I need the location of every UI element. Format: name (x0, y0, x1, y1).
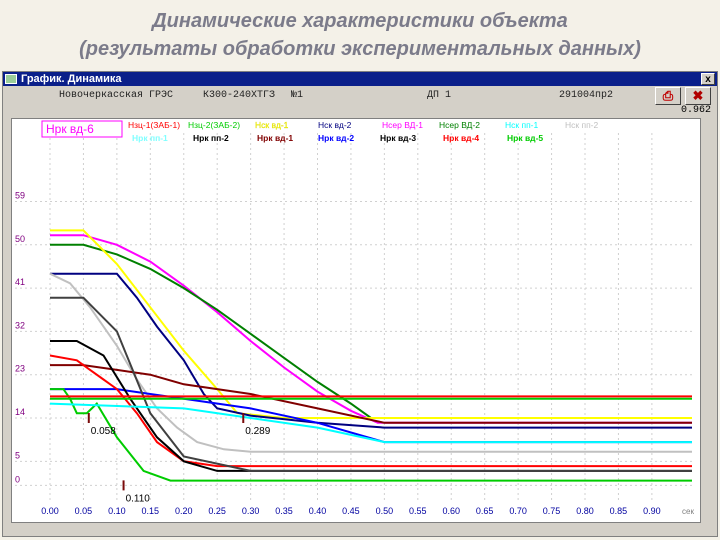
x-tick-label: 0.05 (75, 506, 93, 516)
scale-value: 0.962 (680, 105, 711, 116)
legend-entry: Нрк пп-2 (193, 133, 229, 143)
series-line (49, 402, 692, 444)
legend-entry: Нсер ВД-1 (382, 120, 423, 130)
x-tick-label: 0.20 (175, 506, 193, 516)
window-titlebar[interactable]: График. Динамика x (3, 72, 717, 86)
x-tick-label: 0.65 (476, 506, 494, 516)
x-tick-label: 0.00 (41, 506, 59, 516)
x-tick-label: 0.70 (509, 506, 527, 516)
y-tick-label: 0 (15, 474, 20, 484)
x-tick-label: 0.60 (442, 506, 460, 516)
y-tick-label: 23 (15, 364, 25, 374)
x-tick-label: 0.30 (242, 506, 260, 516)
annotation-label: 0.289 (245, 426, 270, 437)
y-tick-label: 50 (15, 234, 25, 244)
unit-number: №1 (291, 90, 304, 101)
slide-title: Динамические характеристики объекта (152, 10, 568, 32)
x-tick-label: 0.10 (108, 506, 126, 516)
unit-model: К300-240ХТГЗ (203, 90, 276, 101)
legend-entry: Нск пп-2 (565, 120, 599, 130)
annotation-label: 0.058 (91, 426, 116, 437)
x-tick-label: 0.35 (275, 506, 293, 516)
x-tick-label: 0.25 (208, 506, 226, 516)
slide-subtitle: (результаты обработки экспериментальных … (79, 38, 641, 60)
x-tick-label: 0.40 (309, 506, 327, 516)
y-tick-label: 41 (15, 277, 25, 287)
window-close-button[interactable]: x (701, 73, 715, 85)
plot-area[interactable]: 0.00 0.05 0.10 0.15 0.20 0.25 0.30 0.35 0.40 0.45… (11, 118, 701, 523)
device-name: ДП 1 (427, 90, 452, 101)
legend-entry: Нрк вд-3 (380, 133, 416, 143)
y-tick-label: 14 (15, 407, 25, 417)
series-line (50, 340, 692, 472)
x-axis-label: сек (682, 507, 694, 516)
x-tick-label: 0.50 (376, 506, 394, 516)
legend-entry: Нрк вд-5 (507, 133, 543, 143)
legend-entry: Нрк пп-1 (132, 133, 168, 143)
y-tick-label: 59 (15, 190, 25, 200)
series-line (50, 234, 692, 424)
legend-entry: Нск пп-1 (505, 120, 539, 130)
legend-entry: Нск вд-1 (255, 120, 289, 130)
y-tick-label: 32 (15, 320, 25, 330)
y-tick-label: 5 (15, 450, 20, 460)
x-tick-label: 0.90 (643, 506, 661, 516)
series-line (49, 354, 692, 468)
legend-entry: Нск вд-2 (318, 120, 352, 130)
close-icon: ✖ (692, 88, 704, 103)
chart-svg: 0.00 0.05 0.10 0.15 0.20 0.25 0.30 0.35 0.40 0.45… (15, 120, 694, 516)
print-button[interactable]: ⎙ (655, 87, 681, 105)
legend-entry: Нзц-2(ЗАБ-2) (188, 120, 240, 130)
station-name: Новочеркасская ГРЭС (59, 90, 174, 101)
series-line (50, 229, 692, 419)
printer-icon: ⎙ (662, 88, 674, 103)
legend-entry: Нрк вд-4 (443, 133, 479, 143)
legend-entry: Нсер ВД-2 (439, 120, 480, 130)
x-tick-label: 0.15 (142, 506, 160, 516)
highlight-box (41, 120, 123, 138)
legend-entry: Нрк вд-1 (257, 133, 293, 143)
close-chart-button[interactable]: ✖ (685, 87, 711, 105)
annotation-label: 0.110 (126, 493, 151, 504)
x-tick-label: 0.55 (409, 506, 427, 516)
series-line (50, 272, 692, 429)
chart-window: График. Динамика x Новочеркасская ГРЭС К… (2, 71, 718, 537)
legend-entry: Нзц-1(ЗАБ-1) (128, 120, 180, 130)
chart-window-icon (5, 74, 17, 84)
x-tick-label: 0.80 (576, 506, 594, 516)
series-line (50, 296, 692, 472)
series-line (50, 364, 692, 424)
file-name: 291004пр2 (559, 90, 614, 101)
window-title: График. Динамика (21, 73, 122, 85)
x-tick-label: 0.85 (610, 506, 628, 516)
highlight-label: Нрк вд-6 (46, 122, 94, 136)
legend-entry: Нрк вд-2 (318, 133, 354, 143)
x-tick-label: 0.75 (543, 506, 561, 516)
x-tick-label: 0.45 (342, 506, 360, 516)
info-bar: Новочеркасская ГРЭС К300-240ХТГЗ №1 ДП 1… (3, 87, 717, 103)
